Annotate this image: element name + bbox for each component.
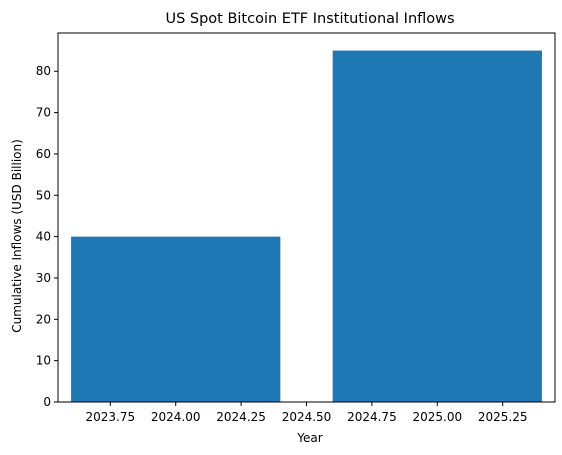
x-axis-ticks: 2023.75 2024.00 2024.25 2024.50 2024.75 2025.…: [86, 402, 528, 424]
x-tick-label: 2023.75: [86, 410, 136, 424]
x-tick-label: 2025.25: [478, 410, 528, 424]
y-tick-label: 60: [36, 147, 51, 161]
chart-title: US Spot Bitcoin ETF Institutional Inflow…: [165, 11, 454, 27]
y-tick-label: 40: [36, 230, 51, 244]
y-tick-label: 80: [36, 64, 51, 78]
y-tick-label: 10: [36, 354, 51, 368]
x-tick-label: 2024.75: [347, 410, 397, 424]
y-tick-label: 70: [36, 106, 51, 120]
y-tick-label: 50: [36, 188, 51, 202]
y-axis-ticks: 0 10 20 30 40 50 60 70 80: [36, 64, 58, 409]
bar-0: [71, 236, 281, 402]
x-tick-label: 2024.50: [282, 410, 332, 424]
x-tick-label: 2025.00: [412, 410, 462, 424]
x-tick-label: 2024.00: [151, 410, 201, 424]
bar-1: [332, 50, 542, 402]
y-tick-label: 30: [36, 271, 51, 285]
y-tick-label: 20: [36, 312, 51, 326]
x-axis-title: Year: [296, 431, 322, 445]
x-tick-label: 2024.25: [216, 410, 266, 424]
plot-frame: [57, 32, 556, 403]
y-axis-title: Cumulative Inflows (USD Billion): [10, 139, 24, 333]
y-tick-label: 0: [43, 395, 51, 409]
bars-group: [71, 50, 542, 402]
